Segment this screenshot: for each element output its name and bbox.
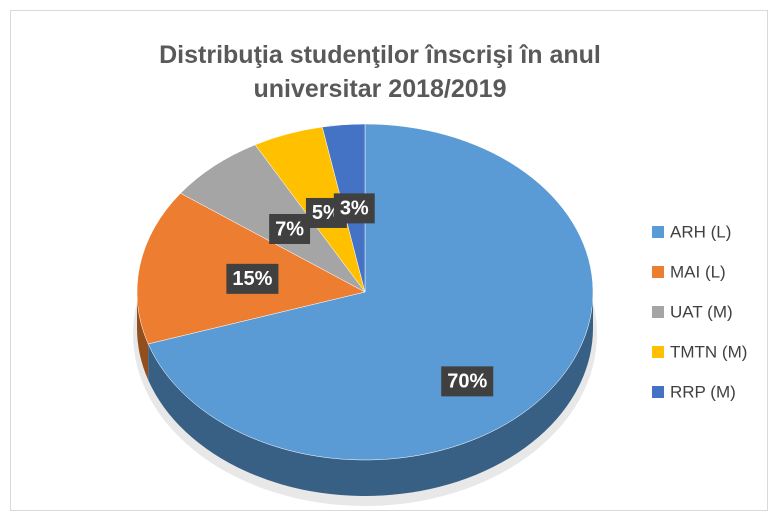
data-label-box bbox=[269, 213, 311, 244]
data-label: 7% bbox=[269, 213, 311, 244]
legend-label: MAI (L) bbox=[670, 262, 726, 281]
legend-label: ARH (L) bbox=[670, 222, 731, 241]
legend-swatch bbox=[652, 346, 664, 358]
data-label-text: 7% bbox=[275, 218, 304, 240]
data-label: 15% bbox=[226, 263, 279, 294]
legend-swatch bbox=[652, 266, 664, 278]
data-label-text: 70% bbox=[447, 371, 487, 393]
chart-frame bbox=[10, 10, 768, 511]
legend-swatch bbox=[652, 226, 664, 238]
data-label-box bbox=[333, 193, 375, 224]
data-label: 70% bbox=[441, 366, 494, 397]
legend-label: TMTN (M) bbox=[670, 342, 747, 361]
data-label-box bbox=[441, 366, 494, 397]
legend-label: UAT (M) bbox=[670, 302, 733, 321]
legend-swatch bbox=[652, 306, 664, 318]
legend-swatch bbox=[652, 386, 664, 398]
pie-side bbox=[137, 292, 149, 380]
data-label-text: 3% bbox=[340, 198, 369, 220]
pie-side bbox=[148, 292, 593, 497]
data-label-box bbox=[226, 263, 279, 294]
legend-label: RRP (M) bbox=[670, 382, 736, 401]
chart-title: Distribuţia studenţilor înscrişi în anul… bbox=[159, 41, 601, 103]
data-label: 3% bbox=[333, 193, 375, 224]
data-label-text: 15% bbox=[232, 268, 272, 290]
data-label-text: 5% bbox=[312, 202, 341, 224]
